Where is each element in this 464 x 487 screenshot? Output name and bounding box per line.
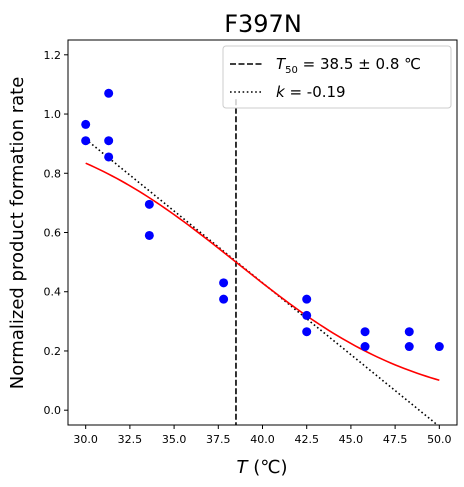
legend-t50-subscript: 50 (285, 65, 298, 76)
x-axis-label: T (℃) (237, 457, 288, 478)
x-tick-label: 40.0 (250, 433, 275, 446)
y-tick-label: 0.4 (44, 286, 62, 299)
y-tick-label: 1.2 (44, 49, 62, 62)
plot-area (67, 39, 458, 426)
data-point (302, 327, 312, 337)
x-tick-label: 32.5 (118, 433, 143, 446)
data-point (302, 294, 312, 304)
y-tick-label: 0.0 (44, 404, 62, 417)
data-point (404, 342, 414, 352)
legend-box (222, 45, 452, 109)
legend-k-label: k = -0.19 (276, 83, 346, 101)
y-tick-label: 0.2 (44, 345, 62, 358)
legend-k-value: = -0.19 (285, 83, 346, 101)
data-point (81, 136, 91, 146)
legend-t50-label: T50 = 38.5 ± 0.8 ℃ (276, 55, 421, 76)
x-tick-label: 30.0 (73, 433, 98, 446)
legend-k-symbol: k (276, 83, 286, 101)
data-point (302, 310, 312, 320)
y-tick-label: 0.8 (44, 167, 62, 180)
data-point (104, 136, 114, 146)
x-tick-label: 47.5 (383, 433, 408, 446)
y-tick-label: 1.0 (44, 108, 62, 121)
data-point (144, 230, 154, 240)
fit-and-guides (85, 99, 440, 425)
chart-title: F397N (224, 10, 302, 38)
y-tick-label: 0.6 (44, 227, 62, 240)
legend-t50-value: = 38.5 ± 0.8 ℃ (298, 55, 421, 73)
y-axis: 0.0 0.2 0.4 0.6 0.8 1.0 1.2 (44, 49, 68, 417)
x-axis: 30.0 32.5 35.0 37.5 40.0 42.5 45.0 47.5 50.0 (73, 425, 452, 446)
data-point (360, 342, 370, 352)
x-tick-label: 42.5 (294, 433, 319, 446)
x-axis-label-symbol: T (237, 457, 250, 478)
fit-curve (85, 162, 440, 382)
data-point (81, 119, 91, 129)
data-point (404, 327, 414, 337)
x-tick-label: 35.0 (162, 433, 187, 446)
data-point (434, 342, 444, 352)
data-point (104, 88, 114, 98)
x-axis-label-unit: (℃) (248, 457, 288, 478)
legend: T50 = 38.5 ± 0.8 ℃ k = -0.19 (222, 45, 452, 109)
legend-t50-symbol: T (276, 55, 287, 73)
x-tick-label: 37.5 (206, 433, 231, 446)
y-axis-label: Normalized product formation rate (7, 77, 28, 390)
x-tick-label: 45.0 (339, 433, 364, 446)
data-point (104, 152, 114, 162)
data-point (219, 278, 229, 288)
data-point (360, 327, 370, 337)
data-point (144, 199, 154, 209)
x-tick-label: 50.0 (427, 433, 452, 446)
data-points (81, 88, 444, 352)
data-point (219, 294, 229, 304)
